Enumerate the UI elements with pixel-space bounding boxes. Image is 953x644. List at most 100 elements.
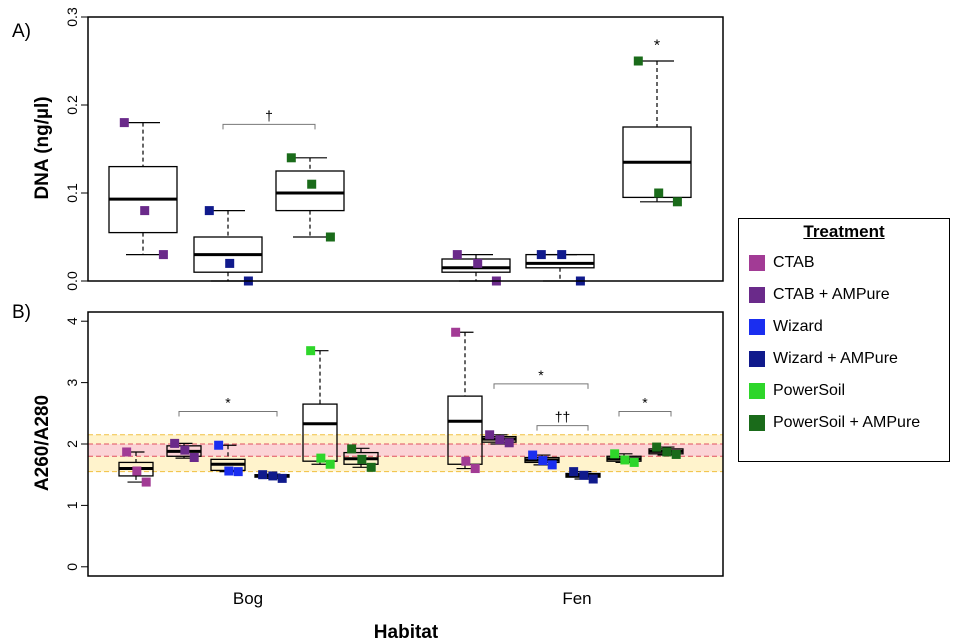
data-point: [620, 455, 630, 465]
panel-a-box-1: [193, 206, 263, 286]
panel-b-significance-bracket-3: [618, 410, 672, 417]
data-point: [569, 467, 579, 477]
legend-item-ctab-ampure: CTAB + AMPure: [749, 284, 890, 306]
data-point: [461, 456, 471, 466]
legend-swatch-wizard-ampure: [749, 351, 765, 367]
data-point: [214, 440, 224, 450]
legend-label-powersoil: PowerSoil: [773, 382, 846, 399]
data-point: [538, 456, 548, 466]
panel-b-y-tick-label: 2: [64, 440, 80, 448]
panel-b-significance-marker-3: *: [642, 394, 648, 410]
data-point: [528, 450, 538, 460]
data-point: [119, 118, 129, 128]
panel-b-box-6: [447, 327, 483, 474]
data-point: [588, 474, 598, 484]
data-point: [132, 466, 142, 476]
legend-swatch-wizard: [749, 319, 765, 335]
panel-b-significance-bracket-1: [493, 383, 589, 389]
panel-b-box-7: [481, 430, 517, 448]
legend-item-ctab: CTAB: [749, 252, 814, 274]
data-point: [495, 435, 505, 445]
data-point: [258, 470, 268, 480]
box-iqr: [275, 170, 345, 212]
legend-label-wizard-ampure: Wizard + AMPure: [773, 350, 898, 367]
data-point: [452, 250, 462, 260]
data-point: [579, 470, 589, 480]
data-point: [140, 206, 150, 216]
panel-a-box-5: [622, 56, 692, 207]
panel-b-box-11: [648, 442, 684, 459]
panel-b-box-3: [254, 470, 290, 483]
panel-b-box-1: [166, 438, 202, 463]
legend-label-wizard: Wizard: [773, 318, 823, 335]
data-point: [366, 462, 376, 472]
data-point: [357, 454, 367, 464]
panel-a-box-3: [441, 250, 511, 286]
data-point: [485, 430, 495, 440]
panel-a-significance-marker-0: †: [265, 107, 273, 123]
panel-b-box-2: [210, 440, 246, 477]
data-point: [325, 232, 335, 242]
legend-swatch-ctab: [749, 255, 765, 271]
legend-item-powersoil: PowerSoil: [749, 380, 845, 402]
data-point: [504, 438, 514, 448]
data-point: [158, 250, 168, 260]
panel-b-significance-marker-0: *: [225, 394, 231, 410]
x-category-fen: Fen: [562, 589, 591, 608]
data-point: [547, 460, 557, 470]
data-point: [225, 258, 235, 268]
data-point: [204, 206, 214, 216]
data-point: [307, 179, 317, 189]
data-point: [671, 449, 681, 459]
panel-b-ylabel: A260/A280: [32, 395, 53, 491]
data-point: [189, 453, 199, 463]
data-point: [180, 445, 190, 455]
panel-b-annotations: * * †† *: [178, 367, 672, 431]
panel-b-y-ticks: 0 1 2 3 4: [64, 317, 88, 571]
panel-a-y-tick-label: 0.2: [64, 95, 80, 115]
panel-b-reference-band-1: [88, 444, 723, 457]
data-point: [170, 438, 180, 448]
panel-b-y-tick-label: 4: [64, 317, 80, 325]
data-point: [629, 457, 639, 467]
panel-a-box-0: [108, 118, 178, 260]
data-point: [536, 250, 546, 260]
panel-a-box-4: [525, 250, 595, 286]
legend-swatch-ctab-ampure: [749, 287, 765, 303]
data-point: [268, 471, 278, 481]
legend-item-powersoil-ampure: PowerSoil + AMPure: [749, 412, 920, 434]
data-point: [122, 447, 132, 457]
panel-a-y-tick-label: 0.0: [64, 271, 80, 291]
data-point: [610, 449, 620, 459]
panel-b-box-4: [302, 346, 338, 469]
panel-a-frame: [87, 16, 724, 282]
panel-a-box-2: [275, 153, 345, 242]
panel-b-box-8: [524, 450, 560, 470]
data-point: [662, 447, 672, 457]
data-point: [633, 56, 643, 66]
panel-a-significance-marker-1: *: [654, 37, 660, 54]
panel-b-significance-marker-2: ††: [555, 409, 571, 425]
data-point: [233, 467, 243, 477]
legend-label-powersoil-ampure: PowerSoil + AMPure: [773, 414, 921, 431]
panel-b-significance-marker-1: *: [538, 367, 544, 383]
data-point: [451, 327, 461, 337]
legend-label-ctab-ampure: CTAB + AMPure: [773, 286, 890, 303]
data-point: [325, 459, 335, 469]
panel-a-boxes: [108, 56, 692, 286]
legend-swatch-powersoil-ampure: [749, 415, 765, 431]
panel-b-box-0: [118, 447, 154, 487]
panel-b-box-9: [565, 467, 601, 484]
data-point: [557, 250, 567, 260]
legend-swatch-powersoil: [749, 383, 765, 399]
data-point: [277, 473, 287, 483]
legend: Treatment CTAB CTAB + AMPure Wizard Wiza…: [738, 218, 950, 462]
panel-b-box-5: [343, 444, 379, 472]
x-axis-label: Habitat: [374, 622, 439, 643]
data-point: [141, 477, 151, 487]
data-point: [306, 346, 316, 356]
panel-b-label: B): [12, 302, 31, 323]
legend-label-ctab: CTAB: [773, 254, 815, 271]
panel-a: A) DNA (ng/µl) 0.00.10.20.3 †*: [12, 7, 724, 291]
x-category-bog: Bog: [233, 589, 263, 608]
